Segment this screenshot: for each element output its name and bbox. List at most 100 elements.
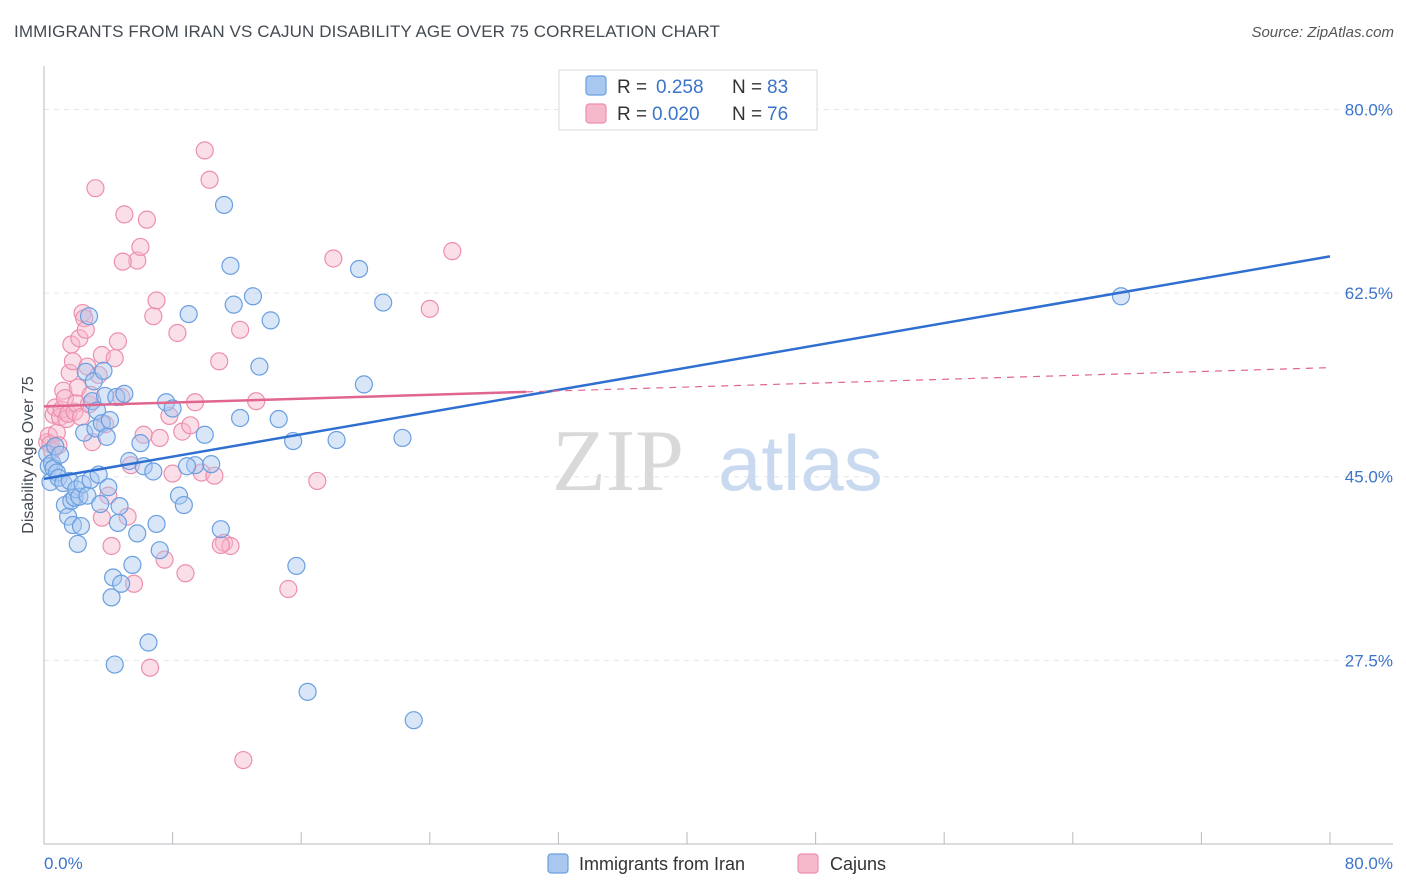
legend-r-value-1: 0.258 (656, 77, 704, 98)
cajun-point (137, 210, 156, 229)
iran-point (147, 514, 166, 534)
cajun-point (60, 363, 79, 382)
legend-n-label-2: N = (732, 104, 762, 125)
iran-point (354, 375, 373, 394)
cajun-trend-line (43, 390, 527, 408)
iran-point (46, 437, 65, 456)
cajun-point (176, 564, 195, 583)
legend-r-value-2: 0.020 (652, 104, 700, 125)
y-tick-label-0: 27.5% (1345, 651, 1393, 670)
iran-point (298, 682, 317, 701)
cajun-point (144, 307, 163, 326)
iran-point (110, 497, 129, 516)
cajun-point (168, 323, 187, 343)
iran-point (177, 457, 197, 476)
y-axis-label: Disability Age Over 75 (20, 376, 37, 534)
legend-r-label-2: R = (617, 104, 647, 125)
iran-point (75, 423, 94, 442)
iran-point (71, 516, 91, 536)
watermark: ZIP atlas (552, 413, 883, 510)
iran-point (102, 588, 121, 607)
cajun-point (128, 251, 147, 270)
gridlines (44, 108, 1393, 661)
iran-point (50, 445, 70, 464)
iran-point (131, 434, 150, 453)
cajun-point (147, 291, 166, 310)
y-tick-label-2: 62.5% (1345, 284, 1393, 303)
cajun-trend-line-extension (526, 367, 1331, 393)
iran-point (108, 513, 128, 533)
iran-point (150, 541, 169, 560)
y-tick-labels: 27.5% 45.0% 62.5% 80.0% (1345, 100, 1393, 670)
cajun-point (279, 579, 298, 599)
iran-point (393, 428, 412, 448)
iran-point (374, 293, 393, 312)
cajun-point (113, 252, 132, 271)
iran-point (78, 486, 97, 505)
iran-point (94, 361, 113, 380)
iran-point (163, 399, 182, 418)
iran-point (97, 427, 116, 446)
cajun-point (163, 464, 182, 483)
cajun-point (308, 471, 327, 491)
cajun-point (131, 237, 150, 257)
iran-point (79, 307, 99, 326)
cajun-point (234, 750, 253, 770)
iran-point (221, 256, 240, 275)
iran-point (349, 259, 369, 279)
legend-r-label-1: R = (617, 77, 647, 98)
cajun-point (102, 536, 121, 556)
source-credit: Source: ZipAtlas.com (1251, 24, 1394, 41)
cajun-point (140, 658, 160, 677)
cajun-point (443, 242, 462, 261)
iran-point (100, 410, 120, 430)
iran-point (99, 478, 118, 497)
legend-n-value-2: 76 (767, 104, 788, 125)
cajun-point (200, 170, 219, 189)
iran-point (105, 655, 124, 674)
legend-n-value-1: 83 (767, 77, 788, 98)
iran-point (261, 311, 280, 330)
cajun-point (108, 332, 128, 351)
iran-point (231, 408, 250, 428)
legend-box: R = 0.258 N = 83 R = 0.020 N = 76 (558, 69, 818, 131)
bottom-legend-label-iran: Immigrants from Iran (579, 854, 745, 874)
cajuns-points (38, 141, 462, 770)
iran-point (144, 462, 163, 481)
iran-point (224, 295, 243, 314)
iran-point (112, 574, 131, 593)
iran-point (287, 556, 306, 576)
iran-point (327, 430, 346, 450)
iran-point (269, 409, 288, 429)
cajun-point (115, 205, 134, 224)
cajun-point (67, 394, 86, 413)
iran-point (169, 486, 189, 505)
cajun-point (86, 179, 105, 198)
cajun-point (420, 299, 439, 318)
x-tick-label-max: 80.0% (1345, 854, 1393, 873)
bottom-legend-swatch-iran (547, 853, 569, 874)
cajun-point (324, 249, 343, 268)
trend-lines (43, 255, 1331, 481)
iran-point (59, 507, 78, 526)
bottom-legend-label-cajuns: Cajuns (830, 854, 886, 874)
iran-point (128, 524, 147, 543)
watermark-zip: ZIP (552, 413, 684, 510)
cajun-point (221, 536, 240, 556)
cajun-point (92, 508, 111, 527)
iran-points (38, 195, 1131, 730)
iran-point (139, 633, 158, 652)
cajun-point (211, 535, 230, 555)
bottom-legend: Immigrants from Iran Cajuns (547, 853, 886, 874)
cajun-point (76, 320, 95, 339)
cajun-point (210, 352, 229, 371)
cajun-point (124, 574, 144, 593)
chart-title: IMMIGRANTS FROM IRAN VS CAJUN DISABILITY… (14, 22, 721, 41)
y-tick-label-1: 45.0% (1345, 468, 1393, 487)
iran-point (174, 495, 193, 515)
iran-point (211, 520, 230, 539)
cajun-point (205, 466, 224, 485)
legend-n-label-1: N = (732, 77, 762, 98)
cajun-point (195, 141, 214, 160)
